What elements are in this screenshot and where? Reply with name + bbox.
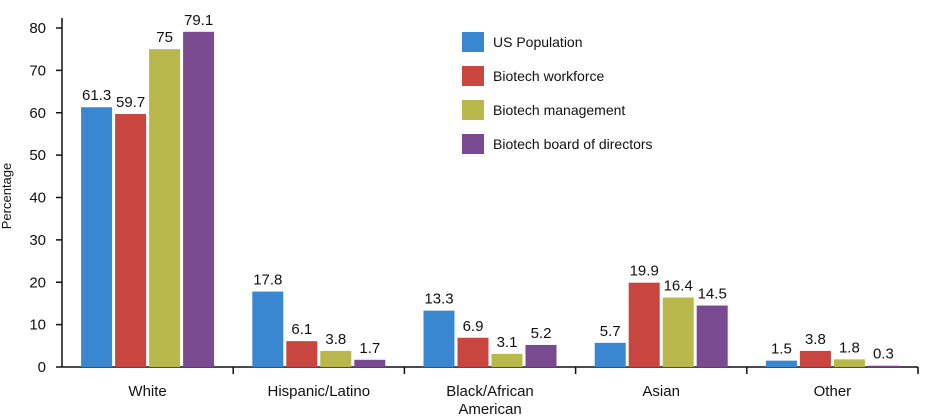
data-label: 1.8 <box>839 339 860 356</box>
data-label: 3.8 <box>325 331 346 348</box>
x-category-label-line: Other <box>814 383 852 400</box>
bar <box>628 282 660 367</box>
bar <box>833 359 865 367</box>
x-category-label: Asian <box>642 383 680 400</box>
x-category-label: Hispanic/Latino <box>268 383 371 400</box>
y-tick-label: 20 <box>29 274 46 291</box>
data-label: 3.1 <box>497 334 518 351</box>
legend-swatch <box>462 32 484 52</box>
bar <box>696 305 728 367</box>
data-label: 17.8 <box>253 272 282 289</box>
data-label: 61.3 <box>82 87 111 104</box>
x-category-label: Other <box>814 383 852 400</box>
x-category-label-line: White <box>128 383 166 400</box>
legend-swatch <box>462 134 484 154</box>
x-category-label-line: Hispanic/Latino <box>268 383 371 400</box>
bar <box>115 114 147 368</box>
data-label: 79.1 <box>184 12 213 29</box>
data-label: 5.2 <box>531 325 552 342</box>
bar <box>286 341 318 367</box>
bar <box>423 310 455 367</box>
bar <box>252 291 284 367</box>
bars: 61.3 59.7 75 79.1 White 17.8 6.1 3.8 1.7 Hispanic… <box>81 12 899 418</box>
bar <box>765 360 797 367</box>
data-label: 3.8 <box>805 331 826 348</box>
bar <box>354 359 386 367</box>
y-tick-label: 80 <box>29 20 46 37</box>
data-label: 5.7 <box>600 323 621 340</box>
data-label: 19.9 <box>630 263 659 280</box>
bar <box>594 342 626 367</box>
y-tick-label: 40 <box>29 190 46 207</box>
legend: US Population Biotech workforce Biotech ma… <box>462 32 653 154</box>
y-tick-label: 60 <box>29 105 46 122</box>
x-category-label-line: Asian <box>642 383 680 400</box>
data-label: 75 <box>156 29 173 46</box>
y-tick-label: 30 <box>29 232 46 249</box>
x-category-label-line: Black/African <box>446 383 534 400</box>
legend-label: Biotech workforce <box>493 68 604 84</box>
data-label: 6.1 <box>291 321 312 338</box>
legend-swatch <box>462 100 484 120</box>
y-axis-title: Percentage <box>0 163 14 230</box>
y-tick-label: 70 <box>29 62 46 79</box>
bar <box>799 350 831 367</box>
y-tick-label: 0 <box>38 359 46 376</box>
bar <box>525 344 557 367</box>
bar <box>491 353 523 367</box>
data-label: 14.5 <box>698 286 727 303</box>
legend-swatch <box>462 66 484 86</box>
x-category-label: White <box>128 383 166 400</box>
legend-label: Biotech board of directors <box>493 136 653 152</box>
bar <box>183 31 215 367</box>
legend-label: Biotech management <box>493 102 625 118</box>
data-label: 6.9 <box>463 318 484 335</box>
bar <box>457 337 489 367</box>
bar <box>662 297 694 367</box>
x-category-label: Black/African American <box>446 383 534 418</box>
bar <box>81 107 113 368</box>
y-tick-label: 50 <box>29 147 46 164</box>
bar <box>149 49 181 367</box>
data-label: 16.4 <box>664 278 693 295</box>
x-category-label-line: American <box>458 401 521 418</box>
y-tick-label: 10 <box>29 317 46 334</box>
bar <box>867 365 899 367</box>
data-label: 59.7 <box>116 94 145 111</box>
data-label: 13.3 <box>424 291 453 308</box>
data-label: 1.5 <box>771 341 792 358</box>
bar <box>320 350 352 367</box>
data-label: 0.3 <box>873 346 894 363</box>
data-label: 1.7 <box>359 340 380 357</box>
legend-label: US Population <box>493 34 583 50</box>
